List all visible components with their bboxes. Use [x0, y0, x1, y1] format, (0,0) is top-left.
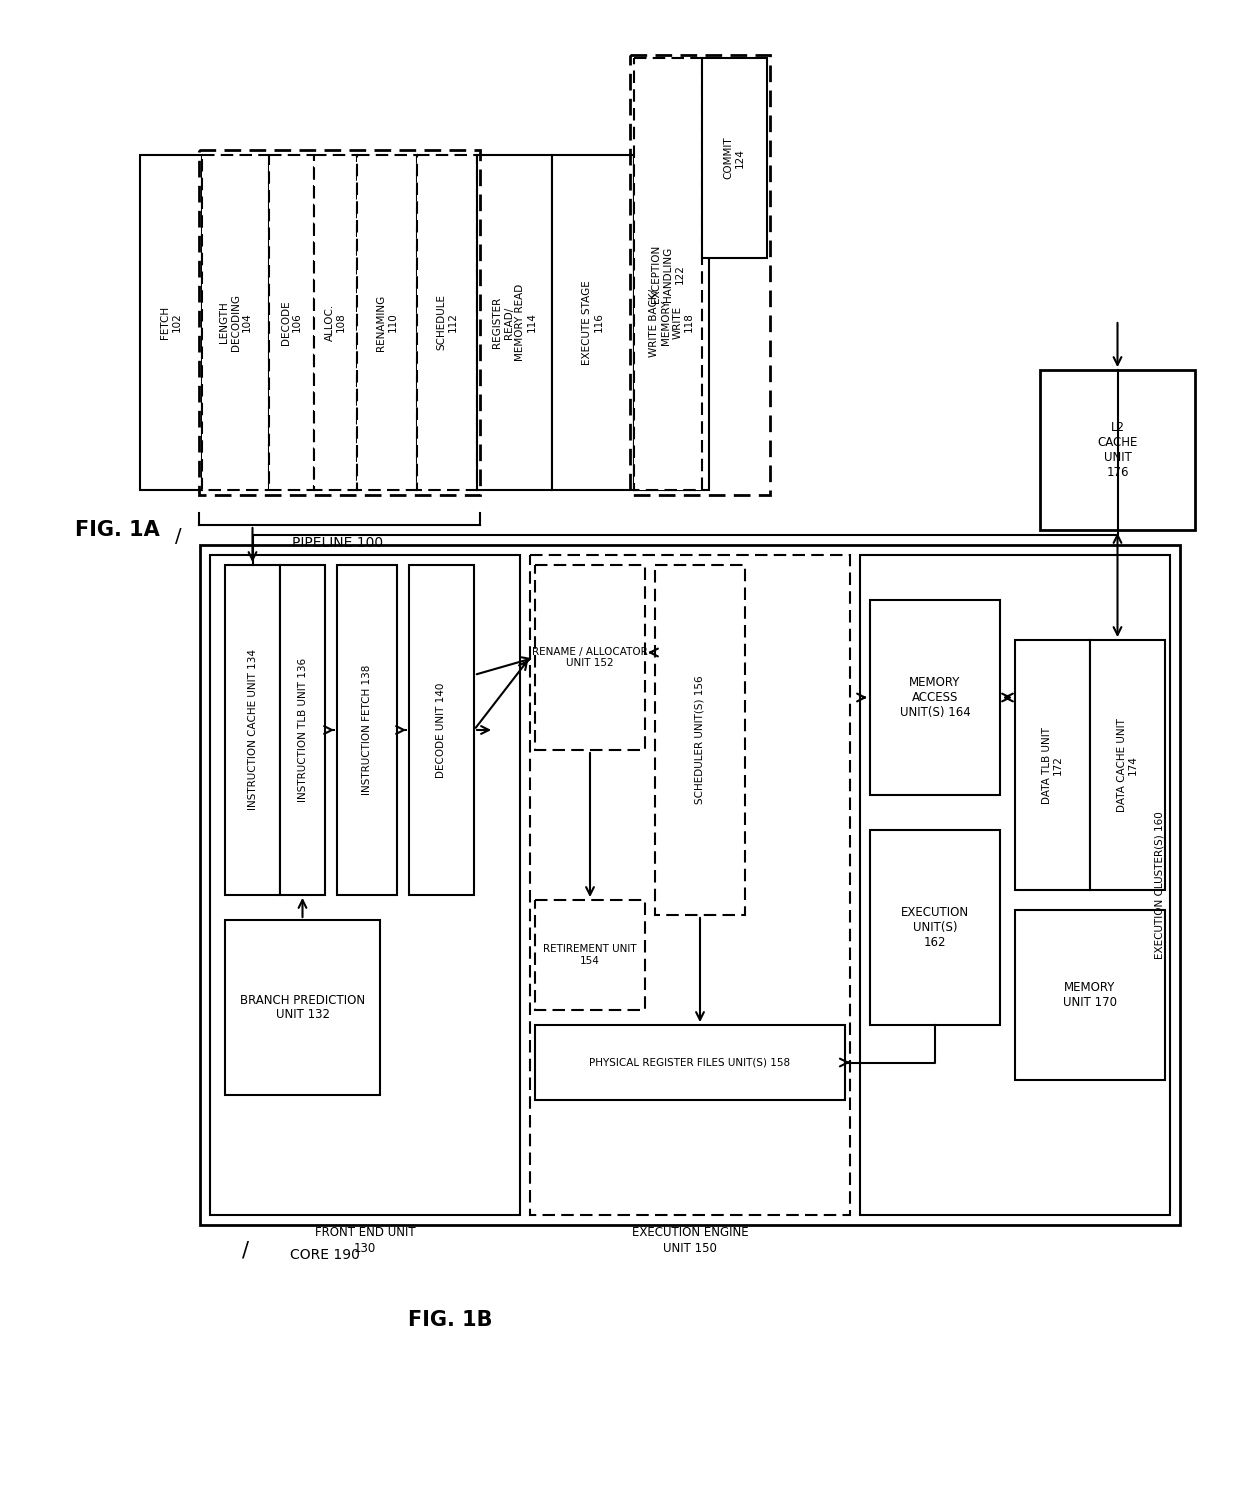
Bar	[1016, 641, 1090, 890]
Text: EXECUTE STAGE
116: EXECUTE STAGE 116	[583, 280, 604, 365]
Bar	[702, 58, 768, 258]
Text: /: /	[242, 1240, 248, 1261]
Text: 130: 130	[353, 1241, 376, 1255]
Text: RENAMING
110: RENAMING 110	[376, 295, 398, 350]
Bar	[1016, 910, 1166, 1080]
Text: EXECUTION ENGINE: EXECUTION ENGINE	[631, 1226, 748, 1240]
Bar	[314, 155, 357, 490]
Bar	[861, 554, 1171, 1214]
Text: DATA TLB UNIT
172: DATA TLB UNIT 172	[1042, 727, 1063, 803]
Bar	[534, 565, 645, 749]
Text: RETIREMENT UNIT
154: RETIREMENT UNIT 154	[543, 945, 637, 966]
Text: UNIT 150: UNIT 150	[663, 1241, 717, 1255]
Text: FRONT END UNIT: FRONT END UNIT	[315, 1226, 415, 1240]
Bar	[634, 58, 702, 490]
Text: MEMORY
ACCESS
UNIT(S) 164: MEMORY ACCESS UNIT(S) 164	[900, 676, 971, 720]
Text: CORE 190: CORE 190	[290, 1249, 360, 1262]
Bar	[198, 150, 480, 495]
Text: PIPELINE 100: PIPELINE 100	[293, 536, 383, 550]
Bar	[870, 600, 999, 796]
Bar	[477, 155, 552, 490]
Bar	[529, 554, 849, 1214]
Bar	[269, 155, 314, 490]
Text: EXECUTION CLUSTER(S) 160: EXECUTION CLUSTER(S) 160	[1154, 811, 1166, 960]
Text: ALLOC.
108: ALLOC. 108	[325, 304, 346, 341]
Bar	[655, 565, 745, 915]
Text: INSTRUCTION TLB UNIT 136: INSTRUCTION TLB UNIT 136	[298, 659, 308, 802]
Bar	[337, 565, 397, 895]
Text: FIG. 1B: FIG. 1B	[408, 1310, 492, 1331]
Text: EXCEPTION
HANDLING
122: EXCEPTION HANDLING 122	[651, 244, 684, 302]
Bar	[357, 155, 417, 490]
Text: SCHEDULE
112: SCHEDULE 112	[436, 295, 458, 350]
Bar	[534, 1025, 844, 1100]
Text: /: /	[175, 527, 181, 547]
Bar	[202, 155, 269, 490]
Bar	[534, 900, 645, 1010]
Text: INSTRUCTION CACHE UNIT 134: INSTRUCTION CACHE UNIT 134	[248, 650, 258, 811]
Bar	[280, 565, 325, 895]
Bar	[417, 155, 477, 490]
Text: L2
CACHE
UNIT
176: L2 CACHE UNIT 176	[1097, 422, 1137, 478]
Bar	[224, 919, 379, 1095]
Bar	[870, 830, 999, 1025]
Text: DECODE UNIT 140: DECODE UNIT 140	[436, 682, 446, 778]
Text: FIG. 1A: FIG. 1A	[74, 520, 160, 539]
Bar	[552, 155, 634, 490]
Text: RENAME / ALLOCATOR
UNIT 152: RENAME / ALLOCATOR UNIT 152	[532, 647, 647, 669]
Bar	[630, 55, 770, 495]
Bar	[1090, 641, 1166, 890]
Bar	[200, 545, 1180, 1225]
Text: DATA CACHE UNIT
174: DATA CACHE UNIT 174	[1117, 718, 1138, 812]
Bar	[1040, 370, 1195, 530]
Bar	[409, 565, 474, 895]
Text: LENGTH
DECODING
104: LENGTH DECODING 104	[219, 294, 252, 352]
Text: FETCH
102: FETCH 102	[160, 305, 182, 340]
Text: REGISTER
READ/
MEMORY READ
114: REGISTER READ/ MEMORY READ 114	[492, 285, 537, 361]
Text: DECODE
106: DECODE 106	[280, 299, 303, 344]
Text: PHYSICAL REGISTER FILES UNIT(S) 158: PHYSICAL REGISTER FILES UNIT(S) 158	[589, 1058, 791, 1067]
Text: BRANCH PREDICTION
UNIT 132: BRANCH PREDICTION UNIT 132	[239, 994, 365, 1022]
Bar	[140, 155, 202, 490]
Text: SCHEDULER UNIT(S) 156: SCHEDULER UNIT(S) 156	[694, 675, 706, 805]
Text: MEMORY
UNIT 170: MEMORY UNIT 170	[1063, 980, 1117, 1009]
Text: COMMIT
124: COMMIT 124	[724, 137, 745, 179]
Bar	[210, 554, 520, 1214]
Text: INSTRUCTION FETCH 138: INSTRUCTION FETCH 138	[362, 665, 372, 796]
Text: EXECUTION
UNIT(S)
162: EXECUTION UNIT(S) 162	[901, 906, 970, 949]
Text: WRITE BACK/
MEMORY
WRITE
118: WRITE BACK/ MEMORY WRITE 118	[649, 289, 694, 356]
Bar	[224, 565, 280, 895]
Bar	[634, 155, 709, 490]
